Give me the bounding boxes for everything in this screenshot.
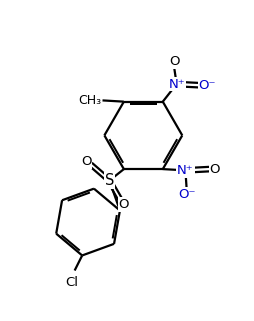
Text: O⁻: O⁻: [178, 188, 195, 201]
Text: S: S: [105, 173, 114, 188]
Text: O⁻: O⁻: [199, 79, 216, 92]
Text: O: O: [210, 163, 220, 176]
Text: Cl: Cl: [66, 275, 79, 289]
Text: N⁺: N⁺: [168, 78, 185, 91]
Text: O: O: [81, 155, 91, 168]
Text: CH₃: CH₃: [78, 94, 101, 107]
Text: N⁺: N⁺: [177, 164, 194, 177]
Text: O: O: [118, 198, 129, 211]
Text: O: O: [169, 55, 179, 68]
